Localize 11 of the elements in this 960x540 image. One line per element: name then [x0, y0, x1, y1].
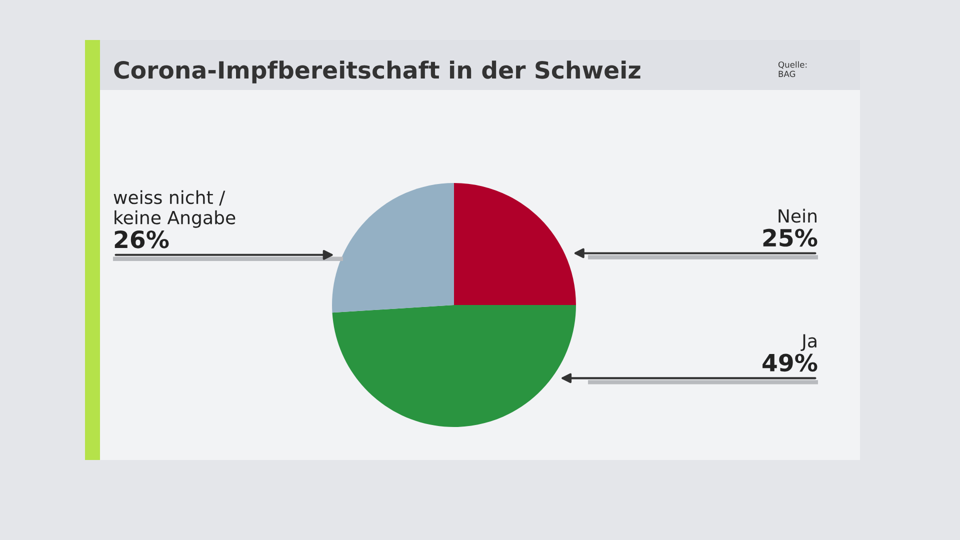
data-label: 49% [762, 354, 818, 372]
pie-slice [332, 183, 454, 313]
pie-slice [454, 183, 576, 305]
source-note: Quelle: BAG [778, 61, 807, 78]
slice-label: Ja [800, 334, 816, 352]
data-label: 26% [114, 230, 169, 248]
slice-label: weiss nicht / keine Angabe [114, 190, 236, 228]
chart-title: Corona-Impfbereitschaft in der Schweiz [114, 60, 640, 84]
data-label: 25% [763, 228, 818, 247]
pie-slice [332, 305, 576, 427]
slice-label: Nein [778, 208, 816, 223]
